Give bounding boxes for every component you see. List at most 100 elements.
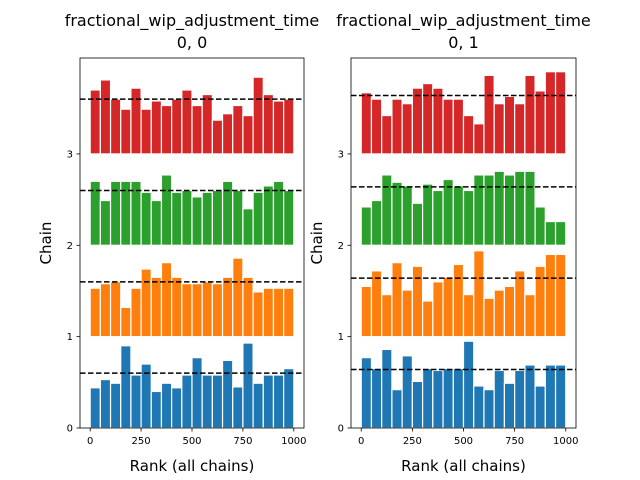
bar-chain-3-bin-3 <box>120 108 132 155</box>
bar-chain-0-bin-10 <box>191 357 203 429</box>
y-tick-label: 0 <box>338 424 344 435</box>
bar-chain-1-bin-10 <box>191 283 203 338</box>
bar-chain-0-bin-8 <box>171 387 183 429</box>
bar-chain-1-bin-12 <box>483 297 495 338</box>
bar-chain-0-bin-4 <box>401 355 413 429</box>
bar-chain-0-bin-13 <box>493 369 506 429</box>
bar-chain-3-bin-8 <box>171 98 183 155</box>
bar-chain-0-bin-7 <box>160 382 173 429</box>
x-axis-label: Rank (all chains) <box>401 457 526 475</box>
bar-chain-1-bin-17 <box>534 265 546 338</box>
bar-chain-2-bin-9 <box>452 185 465 246</box>
chart-subtitle: 0, 1 <box>448 33 479 52</box>
bar-chain-0-bin-3 <box>391 389 403 429</box>
bar-chain-1-bin-11 <box>201 281 213 338</box>
bar-chain-3-bin-2 <box>381 114 393 155</box>
bar-chain-1-bin-11 <box>473 250 485 338</box>
bar-chain-2-bin-5 <box>140 191 152 246</box>
y-tick-label: 3 <box>67 149 73 160</box>
bar-chain-3-bin-1 <box>99 79 112 155</box>
bar-chain-3-bin-13 <box>493 103 506 155</box>
bar-chain-0-bin-4 <box>130 374 142 429</box>
bar-chain-3-bin-7 <box>432 87 444 155</box>
bar-chain-2-bin-9 <box>181 189 193 246</box>
bar-chain-2-bin-12 <box>483 174 495 246</box>
bar-chain-0-bin-0 <box>89 387 101 429</box>
bar-chain-1-bin-9 <box>181 283 193 338</box>
bar-chain-3-bin-16 <box>524 74 536 155</box>
bar-chain-0-bin-19 <box>554 364 567 429</box>
bar-chain-1-bin-16 <box>524 294 536 338</box>
x-tick-label: 250 <box>403 436 422 447</box>
bar-chain-2-bin-8 <box>442 178 454 246</box>
bar-chain-1-bin-0 <box>89 287 101 338</box>
bar-chain-2-bin-6 <box>421 183 434 246</box>
y-tick-label: 1 <box>338 332 344 343</box>
bar-chain-2-bin-12 <box>211 189 224 246</box>
bar-chain-2-bin-16 <box>524 170 536 246</box>
bar-chain-3-bin-7 <box>160 104 173 155</box>
bar-chain-2-bin-19 <box>283 189 295 246</box>
bar-chain-1-bin-10 <box>462 294 475 338</box>
bar-chain-0-bin-18 <box>272 374 285 429</box>
x-tick-label: 500 <box>454 436 473 447</box>
bar-chain-3-bin-17 <box>534 90 546 155</box>
x-tick-label: 250 <box>132 436 151 447</box>
x-tick-label: 750 <box>233 436 252 447</box>
bar-chain-3-bin-5 <box>411 87 424 155</box>
bar-chain-2-bin-13 <box>493 170 506 246</box>
bar-chain-0-bin-8 <box>442 368 454 429</box>
x-tick-label: 750 <box>505 436 524 447</box>
bar-chain-3-bin-8 <box>442 98 454 155</box>
bar-chain-1-bin-4 <box>401 289 413 338</box>
bar-chain-1-bin-4 <box>130 287 142 338</box>
y-tick-label: 0 <box>67 424 73 435</box>
bar-chain-3-bin-4 <box>401 103 413 155</box>
bar-chain-3-bin-11 <box>473 123 485 155</box>
bar-chain-1-bin-5 <box>140 268 152 338</box>
bar-chain-1-bin-7 <box>432 281 444 338</box>
bar-chain-2-bin-11 <box>201 191 213 246</box>
bar-chain-2-bin-5 <box>411 202 424 246</box>
bar-chain-3-bin-18 <box>544 71 557 155</box>
bar-chain-0-bin-12 <box>211 374 224 429</box>
bar-chain-3-bin-3 <box>391 98 403 155</box>
bar-chain-0-bin-16 <box>252 382 264 429</box>
bar-chain-0-bin-13 <box>221 359 234 429</box>
x-tick-label: 1000 <box>553 436 578 447</box>
bar-chain-0-bin-15 <box>242 342 254 429</box>
bar-chain-1-bin-18 <box>272 287 285 338</box>
bar-chain-2-bin-16 <box>252 191 264 246</box>
chart-title: fractional_wip_adjustment_time <box>65 11 320 31</box>
y-axis-label: Chain <box>37 222 55 265</box>
bar-chain-2-bin-17 <box>262 185 275 246</box>
bar-chain-1-bin-3 <box>391 262 403 338</box>
bar-chain-2-bin-14 <box>232 189 244 246</box>
bar-chain-0-bin-12 <box>483 389 495 429</box>
bar-chain-3-bin-15 <box>514 103 526 155</box>
bar-chain-0-bin-6 <box>150 390 163 429</box>
bar-chain-3-bin-14 <box>232 104 244 155</box>
bar-chain-1-bin-14 <box>232 257 244 338</box>
bar-chain-0-bin-3 <box>120 345 132 429</box>
bar-chain-0-bin-7 <box>432 369 444 429</box>
bar-chain-1-bin-17 <box>262 287 275 338</box>
bar-chain-3-bin-19 <box>554 71 567 155</box>
x-tick-label: 0 <box>358 436 364 447</box>
bar-chain-0-bin-11 <box>201 374 213 429</box>
bar-chain-1-bin-7 <box>160 262 173 338</box>
y-tick-label: 2 <box>67 241 73 252</box>
bar-chain-0-bin-9 <box>452 368 465 429</box>
bar-chain-3-bin-11 <box>201 93 213 155</box>
bar-chain-3-bin-6 <box>421 82 434 155</box>
bar-chain-3-bin-12 <box>211 119 224 155</box>
bar-chain-0-bin-9 <box>181 374 193 429</box>
bar-chain-3-bin-0 <box>360 92 373 155</box>
bar-chain-3-bin-4 <box>130 87 142 155</box>
bar-chain-3-bin-5 <box>140 108 152 155</box>
bar-chain-1-bin-1 <box>99 283 112 338</box>
bar-chain-2-bin-10 <box>191 196 203 246</box>
bar-chain-1-bin-9 <box>452 263 465 338</box>
bar-chain-2-bin-15 <box>514 170 526 246</box>
